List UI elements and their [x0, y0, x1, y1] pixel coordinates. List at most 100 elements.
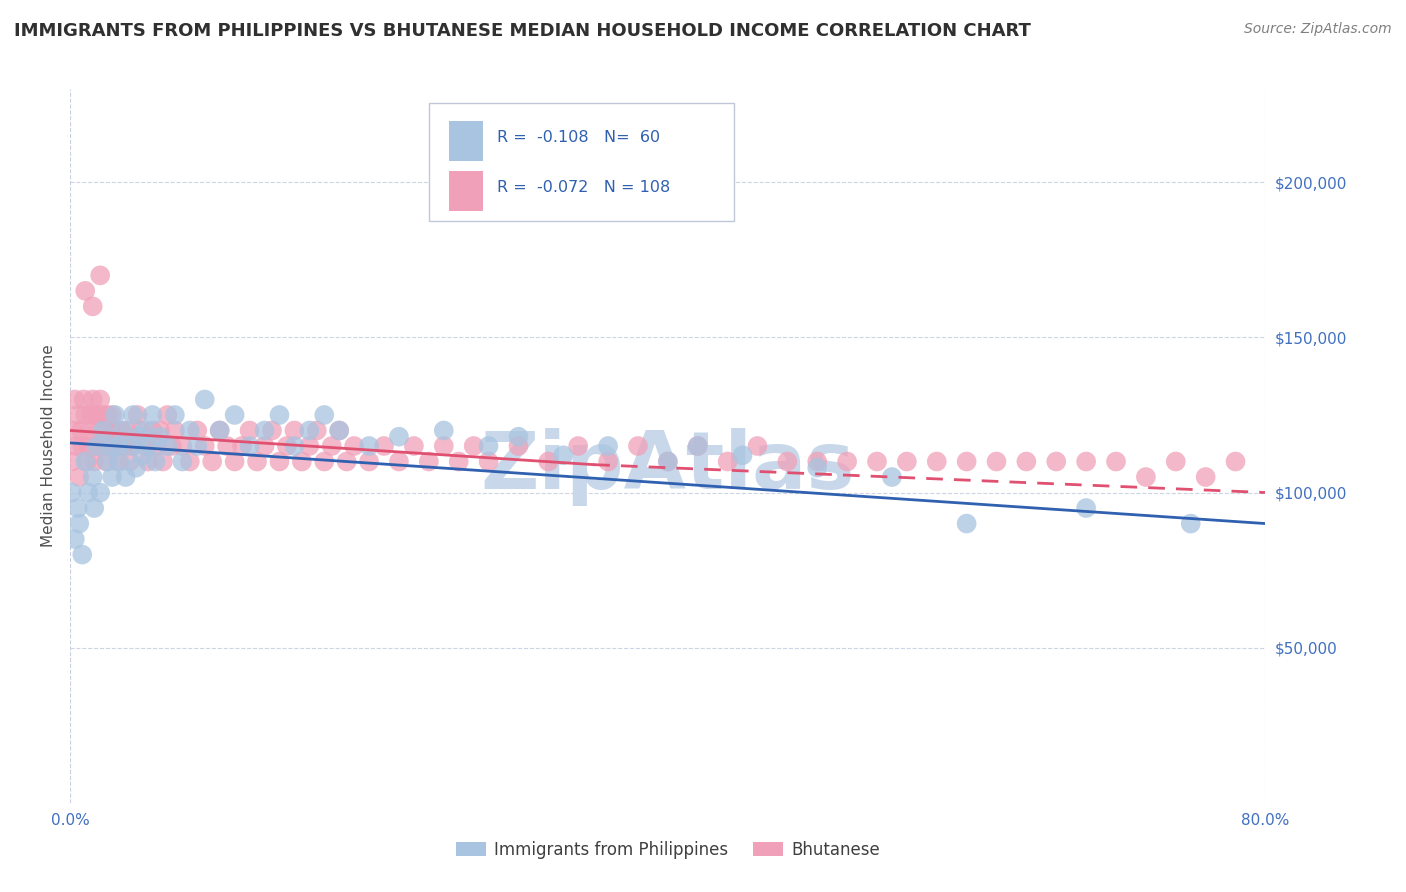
Point	[87, 424, 110, 438]
Point	[80, 408, 103, 422]
Point	[156, 439, 179, 453]
Point	[77, 485, 100, 500]
Point	[73, 392, 96, 407]
Point	[172, 454, 194, 468]
Point	[246, 454, 269, 468]
Point	[269, 454, 291, 468]
Point	[91, 439, 114, 453]
Point	[508, 430, 530, 444]
Point	[75, 408, 97, 422]
Point	[253, 439, 276, 453]
Point	[1180, 516, 1202, 531]
Point	[567, 439, 589, 453]
Point	[101, 408, 124, 422]
Point	[79, 424, 101, 438]
Point	[224, 408, 246, 422]
Text: ZipAtlas: ZipAtlas	[481, 428, 855, 507]
Point	[276, 439, 298, 453]
Point	[1225, 454, 1247, 468]
Point	[104, 408, 127, 422]
Point	[63, 532, 86, 546]
Point	[103, 439, 125, 453]
Point	[627, 439, 650, 453]
Point	[65, 439, 87, 453]
Point	[179, 424, 201, 438]
Point	[208, 424, 231, 438]
Legend: Immigrants from Philippines, Bhutanese: Immigrants from Philippines, Bhutanese	[456, 840, 880, 859]
Point	[120, 439, 141, 453]
Point	[90, 408, 112, 422]
Point	[84, 408, 107, 422]
Point	[508, 439, 530, 453]
Point	[866, 454, 889, 468]
Point	[122, 439, 145, 453]
Point	[208, 424, 231, 438]
Point	[129, 424, 152, 438]
Point	[93, 424, 115, 438]
Point	[269, 408, 291, 422]
Point	[160, 439, 183, 453]
Point	[806, 460, 828, 475]
Point	[100, 439, 122, 453]
Point	[60, 485, 83, 500]
Point	[260, 424, 283, 438]
Point	[231, 439, 253, 453]
Point	[194, 392, 217, 407]
Point	[298, 424, 321, 438]
Y-axis label: Median Household Income: Median Household Income	[41, 344, 56, 548]
Point	[880, 470, 903, 484]
Point	[111, 424, 134, 438]
Point	[657, 454, 679, 468]
Point	[553, 448, 575, 462]
Point	[141, 424, 163, 438]
Point	[163, 408, 186, 422]
Point	[66, 408, 89, 422]
Point	[1195, 470, 1218, 484]
Point	[359, 454, 381, 468]
Point	[127, 408, 149, 422]
Point	[67, 470, 90, 484]
Point	[120, 454, 141, 468]
Point	[89, 392, 111, 407]
FancyBboxPatch shape	[429, 103, 734, 221]
Point	[101, 470, 124, 484]
Point	[97, 408, 120, 422]
Point	[1045, 454, 1067, 468]
Point	[112, 439, 135, 453]
Point	[1164, 454, 1187, 468]
Point	[321, 439, 343, 453]
Point	[149, 430, 172, 444]
Point	[388, 454, 411, 468]
Point	[328, 424, 350, 438]
Bar	[449, 121, 482, 161]
Point	[598, 439, 620, 453]
Point	[837, 454, 859, 468]
Point	[1105, 454, 1128, 468]
Point	[152, 454, 174, 468]
Point	[145, 454, 167, 468]
Point	[433, 439, 456, 453]
Point	[776, 454, 799, 468]
Point	[478, 439, 501, 453]
Text: R =  -0.108   N=  60: R = -0.108 N= 60	[496, 130, 659, 145]
Point	[122, 408, 145, 422]
Point	[96, 454, 118, 468]
Point	[82, 470, 104, 484]
Point	[107, 439, 129, 453]
Point	[82, 392, 104, 407]
Point	[136, 454, 159, 468]
Point	[70, 548, 93, 562]
Point	[1076, 501, 1098, 516]
Point	[253, 424, 276, 438]
Point	[110, 424, 132, 438]
Point	[463, 439, 485, 453]
Point	[89, 485, 111, 500]
Point	[163, 424, 186, 438]
Point	[75, 284, 97, 298]
Point	[956, 454, 979, 468]
Point	[66, 501, 89, 516]
Point	[217, 439, 239, 453]
Point	[224, 454, 246, 468]
Point	[75, 454, 97, 468]
Point	[186, 439, 208, 453]
